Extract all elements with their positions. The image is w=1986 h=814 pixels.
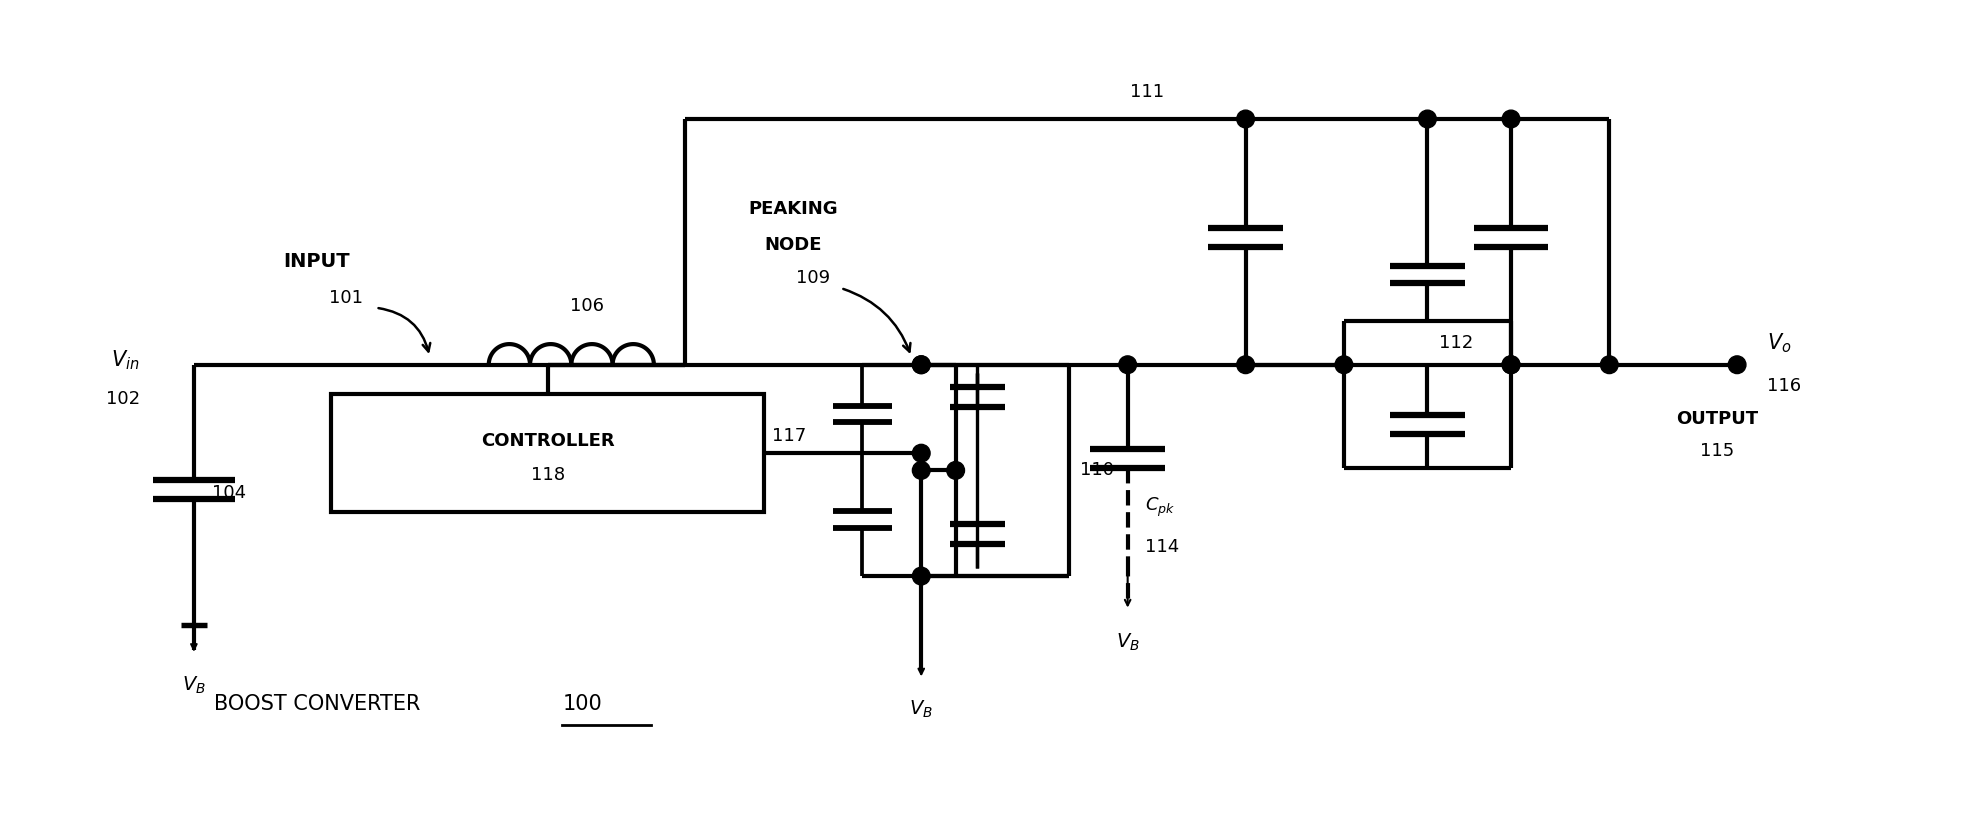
Text: OUTPUT: OUTPUT — [1676, 409, 1758, 428]
Text: 106: 106 — [570, 296, 604, 315]
Circle shape — [1418, 110, 1436, 128]
Text: $V_B$: $V_B$ — [910, 699, 933, 720]
Circle shape — [1335, 356, 1352, 374]
Text: 112: 112 — [1440, 334, 1474, 352]
FancyArrowPatch shape — [379, 309, 431, 352]
Text: $V_B$: $V_B$ — [1116, 632, 1140, 654]
Text: 110: 110 — [1080, 462, 1114, 479]
Text: BOOST CONVERTER: BOOST CONVERTER — [214, 694, 427, 714]
Circle shape — [1237, 356, 1255, 374]
Text: 109: 109 — [796, 269, 830, 287]
Text: CONTROLLER: CONTROLLER — [481, 432, 614, 450]
Text: NODE: NODE — [765, 236, 822, 254]
Circle shape — [912, 462, 929, 479]
FancyArrowPatch shape — [844, 289, 910, 352]
Text: 114: 114 — [1146, 537, 1180, 556]
Circle shape — [1237, 110, 1255, 128]
Circle shape — [1728, 356, 1746, 374]
Circle shape — [1601, 356, 1619, 374]
Text: $V_o$: $V_o$ — [1768, 331, 1791, 355]
Circle shape — [947, 462, 965, 479]
Circle shape — [1501, 356, 1519, 374]
Text: 111: 111 — [1130, 83, 1164, 102]
Circle shape — [912, 444, 929, 462]
Text: INPUT: INPUT — [284, 252, 350, 271]
Circle shape — [912, 567, 929, 585]
Circle shape — [1501, 356, 1519, 374]
Text: 116: 116 — [1768, 378, 1801, 396]
Text: $C_{pk}$: $C_{pk}$ — [1146, 496, 1176, 519]
Text: 117: 117 — [773, 427, 806, 444]
Circle shape — [1501, 110, 1519, 128]
Text: 115: 115 — [1700, 442, 1734, 460]
Circle shape — [1118, 356, 1136, 374]
Text: 104: 104 — [213, 484, 246, 501]
Text: $V_B$: $V_B$ — [183, 674, 207, 696]
Bar — [332, 394, 765, 512]
Text: 101: 101 — [330, 289, 363, 307]
Text: 100: 100 — [562, 694, 602, 714]
Text: PEAKING: PEAKING — [749, 200, 838, 218]
Circle shape — [912, 356, 929, 374]
Text: $V_{in}$: $V_{in}$ — [111, 348, 139, 372]
Text: 118: 118 — [530, 466, 564, 484]
Text: 102: 102 — [105, 390, 139, 408]
Circle shape — [912, 356, 929, 374]
